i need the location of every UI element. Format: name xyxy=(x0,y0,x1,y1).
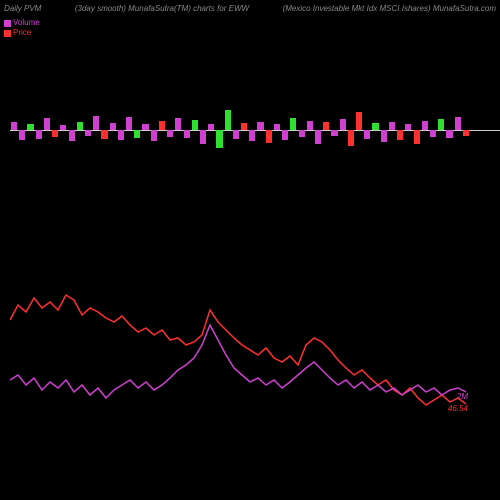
volume-bar xyxy=(69,130,75,141)
legend-price-label: Price xyxy=(13,28,31,38)
volume-swatch xyxy=(4,20,11,27)
price-swatch xyxy=(4,30,11,37)
volume-bar xyxy=(159,121,165,130)
volume-bar xyxy=(446,130,452,138)
volume-bar xyxy=(257,122,263,130)
volume-bar xyxy=(315,130,321,144)
chart-header: Daily PVM (3day smooth) MunafaSutra(TM) … xyxy=(0,4,500,13)
volume-bar xyxy=(11,122,17,130)
volume-bar xyxy=(184,130,190,138)
volume-bar xyxy=(241,123,247,130)
volume-bar xyxy=(110,123,116,130)
volume-bar xyxy=(348,130,354,146)
volume-bar xyxy=(414,130,420,144)
volume-bar xyxy=(19,130,25,140)
legend-volume-label: Volume xyxy=(13,18,40,28)
volume-bar xyxy=(405,124,411,130)
volume-bar xyxy=(430,130,436,137)
volume-bar xyxy=(340,119,346,130)
volume-bar xyxy=(455,117,461,130)
price-end-label: 46.54 xyxy=(448,404,468,413)
header-left: Daily PVM xyxy=(4,4,41,13)
volume-bar xyxy=(216,130,222,148)
chart-legend: Volume Price xyxy=(4,18,40,38)
volume-bar xyxy=(266,130,272,143)
volume-bar-panel xyxy=(10,100,470,160)
volume-bar xyxy=(60,125,66,130)
header-mid-left: (3day smooth) MunafaSutra(TM) charts for… xyxy=(75,4,249,13)
volume-bar xyxy=(93,116,99,130)
volume-bar xyxy=(192,120,198,130)
volume-bar xyxy=(27,124,33,130)
volume-bar xyxy=(233,130,239,139)
volume-bar xyxy=(44,118,50,130)
volume-bar xyxy=(85,130,91,136)
volume-bar xyxy=(52,130,58,137)
volume-bar xyxy=(142,124,148,130)
price-volume-line-panel: 2M 46.54 xyxy=(10,250,470,430)
line-chart-svg xyxy=(10,250,470,430)
volume-bar xyxy=(282,130,288,140)
volume-line xyxy=(10,325,466,398)
volume-bar xyxy=(381,130,387,142)
volume-bar xyxy=(151,130,157,141)
volume-bar xyxy=(323,122,329,130)
volume-bar xyxy=(372,123,378,130)
volume-bar xyxy=(200,130,206,144)
legend-price: Price xyxy=(4,28,40,38)
volume-bar xyxy=(389,122,395,130)
volume-bar xyxy=(463,130,469,136)
volume-bar xyxy=(356,112,362,130)
volume-bar xyxy=(208,124,214,130)
volume-bar xyxy=(77,122,83,130)
legend-volume: Volume xyxy=(4,18,40,28)
volume-bar xyxy=(422,121,428,130)
volume-bar xyxy=(274,124,280,130)
volume-bar xyxy=(134,130,140,138)
volume-bar xyxy=(364,130,370,139)
header-mid-right: (Mexico Investable Mkt Idx MSCI Ishares)… xyxy=(283,4,496,13)
volume-bar xyxy=(290,118,296,130)
volume-bar xyxy=(167,130,173,137)
volume-bar xyxy=(118,130,124,140)
volume-bar xyxy=(307,121,313,130)
volume-bar xyxy=(126,117,132,130)
volume-bar xyxy=(249,130,255,141)
volume-bar xyxy=(331,130,337,136)
volume-bar xyxy=(175,118,181,130)
volume-bar xyxy=(36,130,42,139)
volume-end-label: 2M xyxy=(457,392,468,401)
volume-bar xyxy=(101,130,107,139)
volume-bar xyxy=(438,119,444,130)
volume-bar xyxy=(299,130,305,137)
volume-bar xyxy=(225,110,231,130)
volume-bar xyxy=(397,130,403,140)
